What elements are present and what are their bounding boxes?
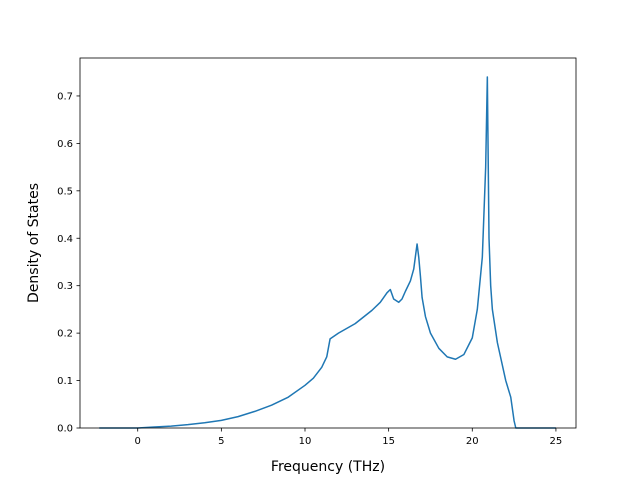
y-tick-label: 0.4	[57, 234, 73, 245]
x-axis-ticks: 0 5 10 15 20 25	[135, 428, 563, 447]
x-tick-label: 25	[550, 436, 563, 447]
y-axis-label: Density of States	[26, 183, 42, 303]
x-tick-label: 15	[382, 436, 395, 447]
y-tick-label: 0.1	[57, 376, 73, 387]
y-tick-label: 0.6	[57, 139, 73, 150]
line-layer	[99, 76, 556, 429]
x-tick-label: 0	[135, 436, 141, 447]
y-tick-label: 0.2	[57, 329, 73, 340]
x-tick-label: 5	[218, 436, 224, 447]
y-tick-label: 0.0	[57, 424, 73, 435]
y-tick-label: 0.3	[57, 281, 73, 292]
plot-frame	[79, 57, 577, 429]
y-tick-label: 0.7	[57, 91, 73, 102]
series-line	[99, 76, 556, 429]
y-axis-ticks: 0.0 0.1 0.2 0.3 0.4 0.5 0.6 0.7	[57, 91, 80, 435]
x-tick-label: 10	[299, 436, 312, 447]
x-tick-label: 20	[466, 436, 479, 447]
y-tick-label: 0.5	[57, 186, 73, 197]
x-axis-label: Frequency (THz)	[271, 459, 385, 475]
